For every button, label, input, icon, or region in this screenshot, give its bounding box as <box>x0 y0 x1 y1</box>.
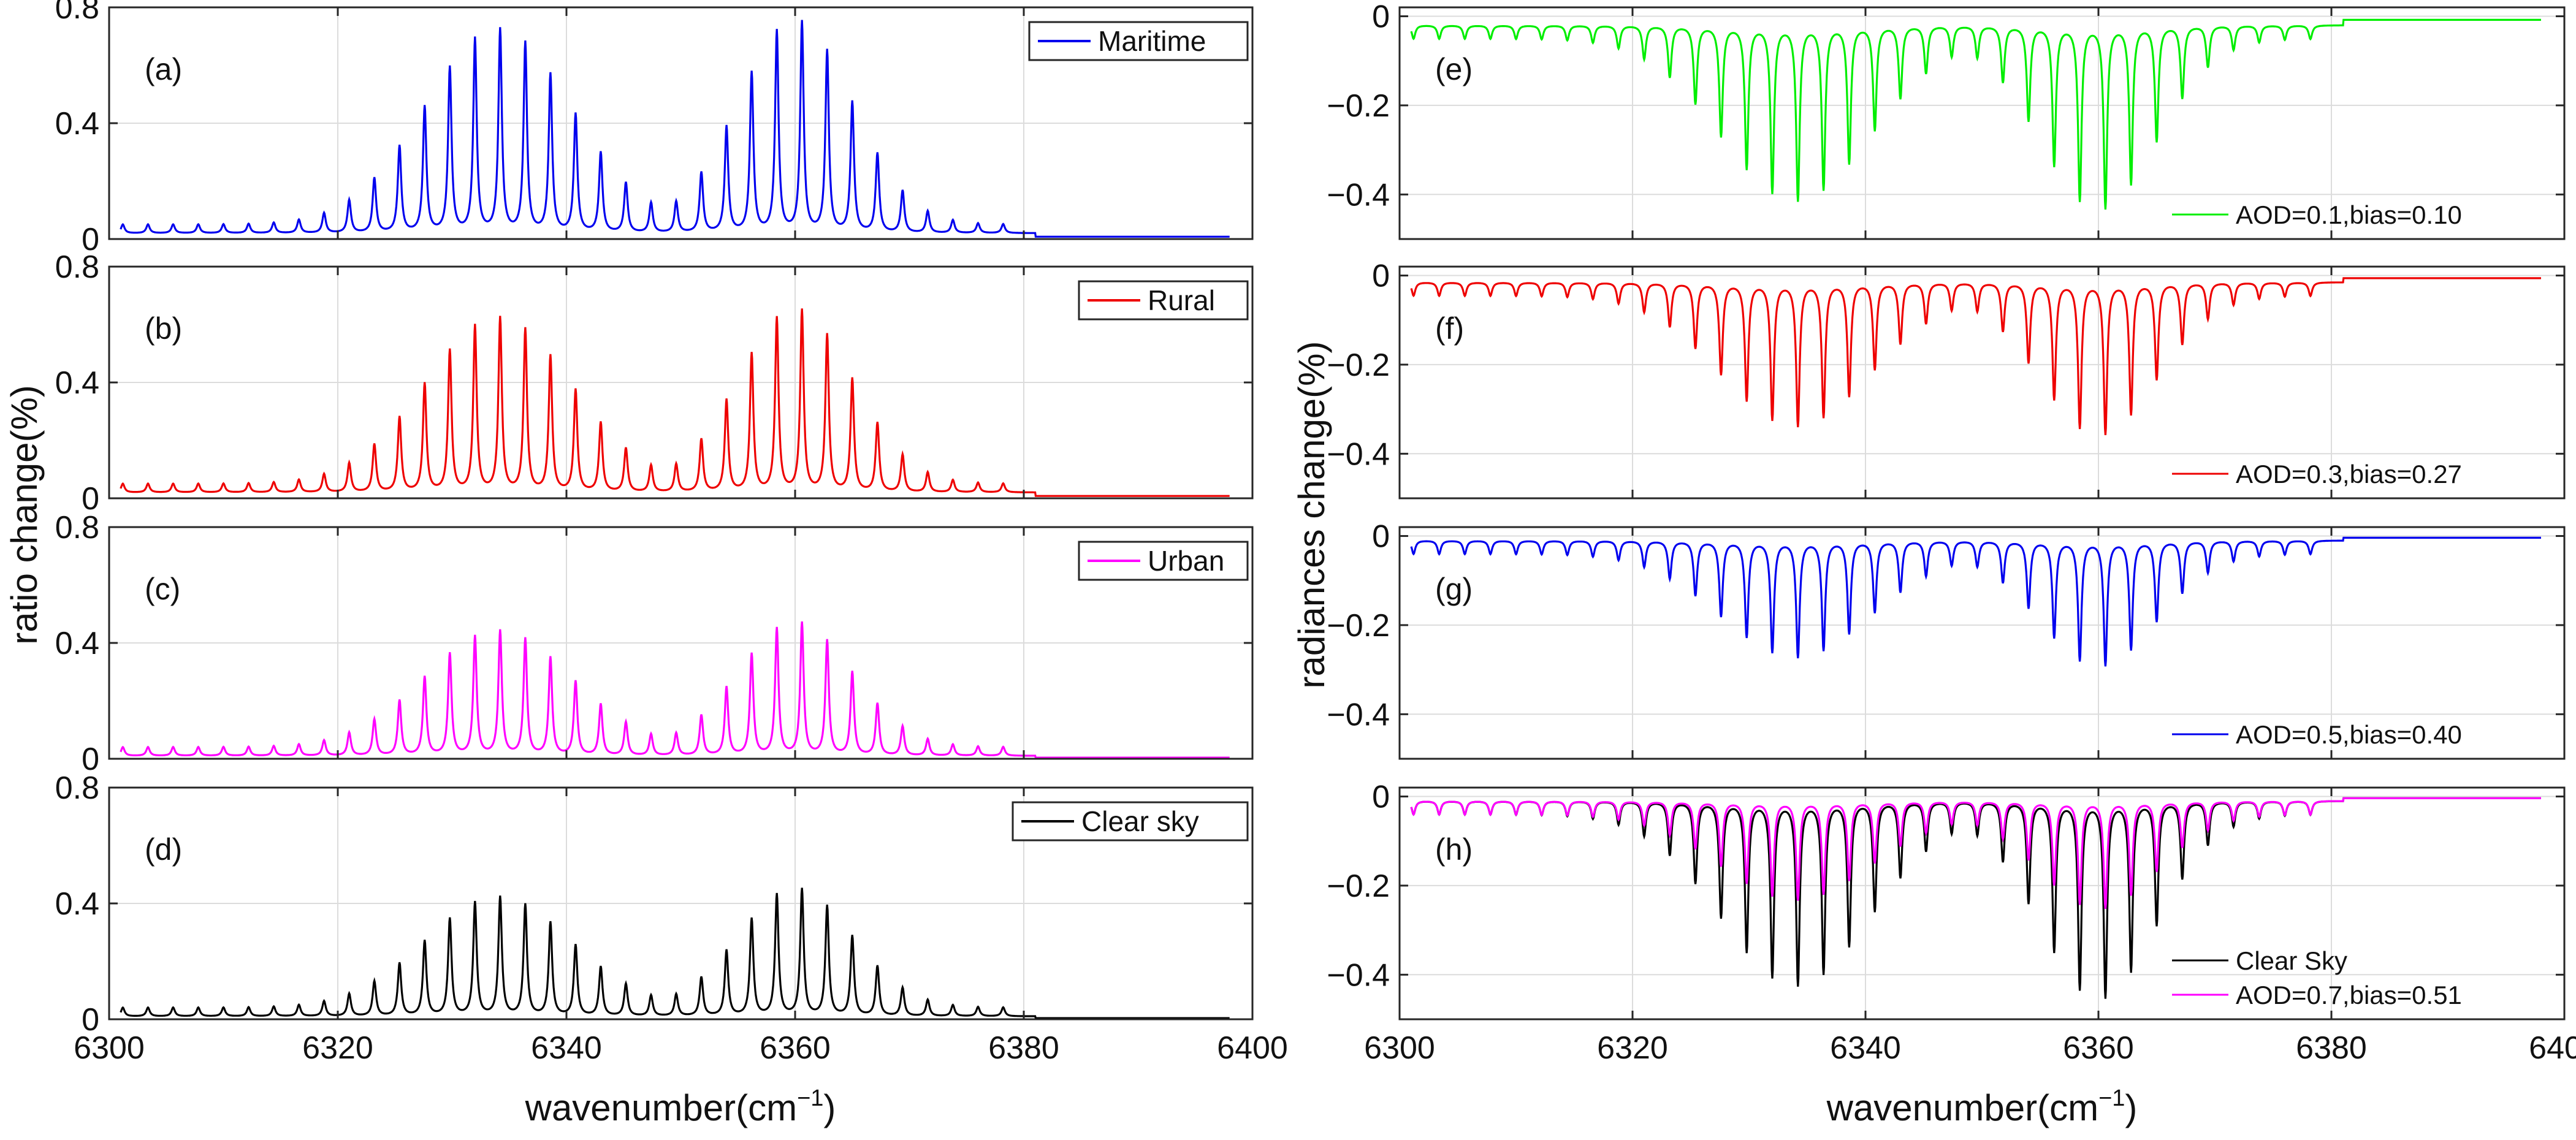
x-tick-label: 6400 <box>1217 1030 1288 1066</box>
y-tick-label: 0.4 <box>55 365 99 401</box>
y-tick-label: 0.4 <box>55 626 99 661</box>
chart-panel-c: 0 0.4 0.8 (c) Urban <box>55 510 1254 777</box>
series-group <box>1410 536 2541 667</box>
x-tick-label: 6300 <box>1364 1030 1435 1066</box>
chart-panel-f: 0 −0.2 −0.4 (f) AOD=0.3,bias=0.27 <box>1327 259 2566 500</box>
series-line <box>120 20 1230 238</box>
series-line <box>120 887 1230 1019</box>
panel-label: (g) <box>1435 572 1473 606</box>
series-group <box>120 621 1230 759</box>
y-tick-label: 0 <box>82 481 99 517</box>
series-group <box>1410 797 2541 999</box>
axes-box <box>1398 265 2566 500</box>
legend-label: AOD=0.7,bias=0.51 <box>2236 981 2462 1009</box>
x-tick-label: 6340 <box>531 1030 602 1066</box>
y-tick-label: −0.4 <box>1327 436 1390 472</box>
y-tick-label: 0 <box>1372 0 1390 35</box>
axes-box <box>1398 526 2566 760</box>
chart-panel-a: 0 0.4 0.8 (a) Maritime <box>55 0 1254 257</box>
chart-panel-h: 6300 6320 6340 6360 6380 6400 0 −0.2 −0.4 (h) Clea… <box>1327 780 2576 1066</box>
series-line-2 <box>1410 797 2541 910</box>
x-tick-label: 6400 <box>2529 1030 2576 1066</box>
y-tick-label: −0.4 <box>1327 957 1390 993</box>
panel-label: (e) <box>1435 52 1473 86</box>
chart-panel-e: 0 −0.2 −0.4 (e) AOD=0.1,bias=0.10 <box>1327 0 2566 240</box>
legend: Clear sky <box>1012 801 1249 842</box>
panel-label: (a) <box>145 52 182 86</box>
panel-label: (b) <box>145 311 182 346</box>
series-group <box>1410 18 2541 210</box>
legend-label: AOD=0.3,bias=0.27 <box>2236 460 2462 488</box>
y-tick-label: 0.4 <box>55 886 99 922</box>
legend: AOD=0.3,bias=0.27 <box>2172 460 2462 488</box>
y-tick-label: 0.8 <box>55 510 99 545</box>
x-tick-label: 6300 <box>74 1030 145 1066</box>
x-tick-label: 6360 <box>2063 1030 2134 1066</box>
chart-panel-b: 0 0.4 0.8 (b) Rural <box>55 249 1254 517</box>
x-tick-label: 6320 <box>302 1030 373 1066</box>
y-tick-label: −0.2 <box>1327 348 1390 383</box>
right-xlabel: wavenumber(cm−1) <box>1826 1085 2138 1128</box>
y-tick-label: 0 <box>82 1002 99 1038</box>
series-group <box>120 308 1230 497</box>
legend-label: AOD=0.1,bias=0.10 <box>2236 200 2462 229</box>
legend-label: Urban <box>1148 545 1224 577</box>
chart-panel-g: 0 −0.2 −0.4 (g) AOD=0.5,bias=0.40 <box>1327 519 2566 760</box>
x-tick-label: 6380 <box>2296 1030 2367 1066</box>
series-group <box>120 20 1230 238</box>
x-tick-label: 6340 <box>1830 1030 1901 1066</box>
legend-label: Clear sky <box>1081 805 1199 837</box>
legend: Clear Sky AOD=0.7,bias=0.51 <box>2172 946 2462 1009</box>
y-tick-label: −0.2 <box>1327 88 1390 124</box>
series-line <box>1410 18 2541 210</box>
y-tick-label: −0.2 <box>1327 608 1390 644</box>
y-tick-label: 0 <box>1372 780 1390 815</box>
right-ylabel: radiances change(%) <box>1291 341 1332 689</box>
legend: AOD=0.1,bias=0.10 <box>2172 200 2462 229</box>
chart-panel-d: 6300 6320 6340 6360 6380 6400 0 0.4 0.8 (d) Clear … <box>55 770 1288 1066</box>
legend: Rural <box>1078 280 1249 321</box>
legend: Urban <box>1078 541 1249 581</box>
y-tick-label: 0 <box>1372 519 1390 555</box>
series-line <box>1410 536 2541 667</box>
y-tick-label: 0.8 <box>55 770 99 806</box>
legend-label: Maritime <box>1098 25 1206 57</box>
axes-box <box>1398 786 2566 1020</box>
panel-label: (d) <box>145 832 182 867</box>
legend: AOD=0.5,bias=0.40 <box>2172 720 2462 749</box>
series-group <box>120 887 1230 1019</box>
legend-label: Clear Sky <box>2236 946 2347 975</box>
x-tick-label: 6360 <box>760 1030 831 1066</box>
series-line <box>120 621 1230 759</box>
series-line <box>1410 277 2541 436</box>
legend-label: Rural <box>1148 284 1215 316</box>
y-tick-label: 0 <box>1372 259 1390 294</box>
panels: 0 0.4 0.8 (a) Maritime 0 0.4 0.8 (b) Rural 0 0.4 0.8… <box>55 0 2576 1066</box>
series-line <box>120 308 1230 497</box>
legend: Maritime <box>1028 21 1249 61</box>
y-tick-label: 0.8 <box>55 249 99 285</box>
y-tick-label: 0 <box>82 222 99 257</box>
panel-label: (c) <box>145 572 180 606</box>
y-tick-label: 0 <box>82 742 99 777</box>
left-ylabel: ratio change(%) <box>4 385 45 645</box>
panel-label: (h) <box>1435 832 1473 867</box>
y-tick-label: −0.4 <box>1327 697 1390 732</box>
y-tick-label: −0.2 <box>1327 868 1390 904</box>
panel-label: (f) <box>1435 311 1464 346</box>
y-tick-label: 0.8 <box>55 0 99 26</box>
axes-box <box>1398 6 2566 240</box>
x-tick-label: 6380 <box>988 1030 1059 1066</box>
x-tick-label: 6320 <box>1597 1030 1668 1066</box>
legend-label: AOD=0.5,bias=0.40 <box>2236 720 2462 749</box>
y-tick-label: 0.4 <box>55 106 99 142</box>
left-xlabel: wavenumber(cm−1) <box>525 1085 836 1128</box>
y-tick-label: −0.4 <box>1327 177 1390 213</box>
series-group <box>1410 277 2541 436</box>
